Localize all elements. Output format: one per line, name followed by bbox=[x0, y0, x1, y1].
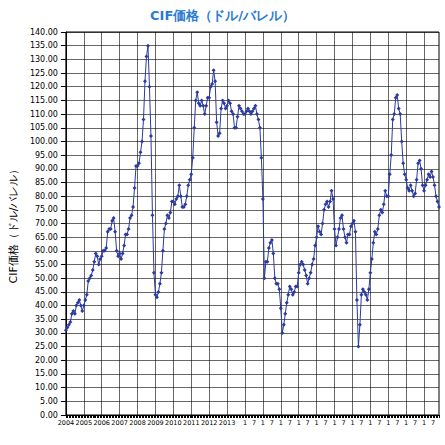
svg-text:80.00: 80.00 bbox=[35, 192, 58, 201]
svg-text:90.00: 90.00 bbox=[35, 164, 58, 173]
svg-text:1: 1 bbox=[279, 419, 283, 427]
svg-text:20.00: 20.00 bbox=[35, 356, 58, 365]
svg-text:2007: 2007 bbox=[111, 419, 128, 427]
svg-text:15.00: 15.00 bbox=[35, 369, 58, 378]
svg-text:CIF価格（ドル/バレル）: CIF価格（ドル/バレル） bbox=[150, 8, 295, 23]
svg-text:1: 1 bbox=[386, 419, 390, 427]
svg-text:65.00: 65.00 bbox=[35, 233, 58, 242]
svg-text:10.00: 10.00 bbox=[35, 383, 58, 392]
svg-text:30.00: 30.00 bbox=[35, 328, 58, 337]
svg-text:45.00: 45.00 bbox=[35, 287, 58, 296]
svg-text:2008: 2008 bbox=[129, 419, 146, 427]
svg-text:40.00: 40.00 bbox=[35, 301, 58, 310]
svg-text:1: 1 bbox=[422, 419, 426, 427]
svg-text:2010: 2010 bbox=[165, 419, 182, 427]
svg-text:1: 1 bbox=[368, 419, 372, 427]
svg-text:35.00: 35.00 bbox=[35, 315, 58, 324]
svg-text:1: 1 bbox=[297, 419, 301, 427]
svg-text:60.00: 60.00 bbox=[35, 246, 58, 255]
svg-text:7: 7 bbox=[270, 419, 274, 427]
svg-text:2004: 2004 bbox=[58, 419, 75, 427]
svg-text:7: 7 bbox=[395, 419, 399, 427]
svg-text:7: 7 bbox=[288, 419, 292, 427]
svg-text:1: 1 bbox=[350, 419, 354, 427]
svg-text:2011: 2011 bbox=[183, 419, 200, 427]
svg-text:0.00: 0.00 bbox=[40, 411, 58, 420]
svg-text:7: 7 bbox=[413, 419, 417, 427]
svg-text:1: 1 bbox=[404, 419, 408, 427]
svg-text:135.00: 135.00 bbox=[30, 41, 58, 50]
svg-text:70.00: 70.00 bbox=[35, 219, 58, 228]
svg-text:2006: 2006 bbox=[93, 419, 110, 427]
svg-text:105.00: 105.00 bbox=[30, 123, 58, 132]
svg-text:130.00: 130.00 bbox=[30, 55, 58, 64]
svg-text:2012: 2012 bbox=[201, 419, 218, 427]
svg-text:85.00: 85.00 bbox=[35, 178, 58, 187]
svg-text:7: 7 bbox=[252, 419, 256, 427]
svg-text:7: 7 bbox=[341, 419, 345, 427]
svg-text:125.00: 125.00 bbox=[30, 69, 58, 78]
svg-text:50.00: 50.00 bbox=[35, 274, 58, 283]
svg-text:25.00: 25.00 bbox=[35, 342, 58, 351]
svg-text:2009: 2009 bbox=[147, 419, 164, 427]
svg-text:5.00: 5.00 bbox=[40, 397, 58, 406]
svg-text:1: 1 bbox=[243, 419, 247, 427]
svg-text:55.00: 55.00 bbox=[35, 260, 58, 269]
svg-text:1: 1 bbox=[315, 419, 319, 427]
svg-text:7: 7 bbox=[359, 419, 363, 427]
svg-text:2005: 2005 bbox=[76, 419, 93, 427]
svg-text:1: 1 bbox=[332, 419, 336, 427]
svg-text:2013: 2013 bbox=[219, 419, 236, 427]
svg-text:CIF価格（ドル/バレル）: CIF価格（ドル/バレル） bbox=[7, 164, 20, 284]
svg-text:100.00: 100.00 bbox=[30, 137, 58, 146]
svg-text:7: 7 bbox=[377, 419, 381, 427]
svg-text:7: 7 bbox=[324, 419, 328, 427]
svg-text:120.00: 120.00 bbox=[30, 82, 58, 91]
svg-text:110.00: 110.00 bbox=[30, 110, 58, 119]
svg-text:95.00: 95.00 bbox=[35, 151, 58, 160]
svg-text:1: 1 bbox=[261, 419, 265, 427]
svg-text:115.00: 115.00 bbox=[30, 96, 58, 105]
svg-text:7: 7 bbox=[306, 419, 310, 427]
svg-text:140.00: 140.00 bbox=[30, 28, 58, 37]
svg-text:75.00: 75.00 bbox=[35, 205, 58, 214]
svg-text:7: 7 bbox=[431, 419, 435, 427]
